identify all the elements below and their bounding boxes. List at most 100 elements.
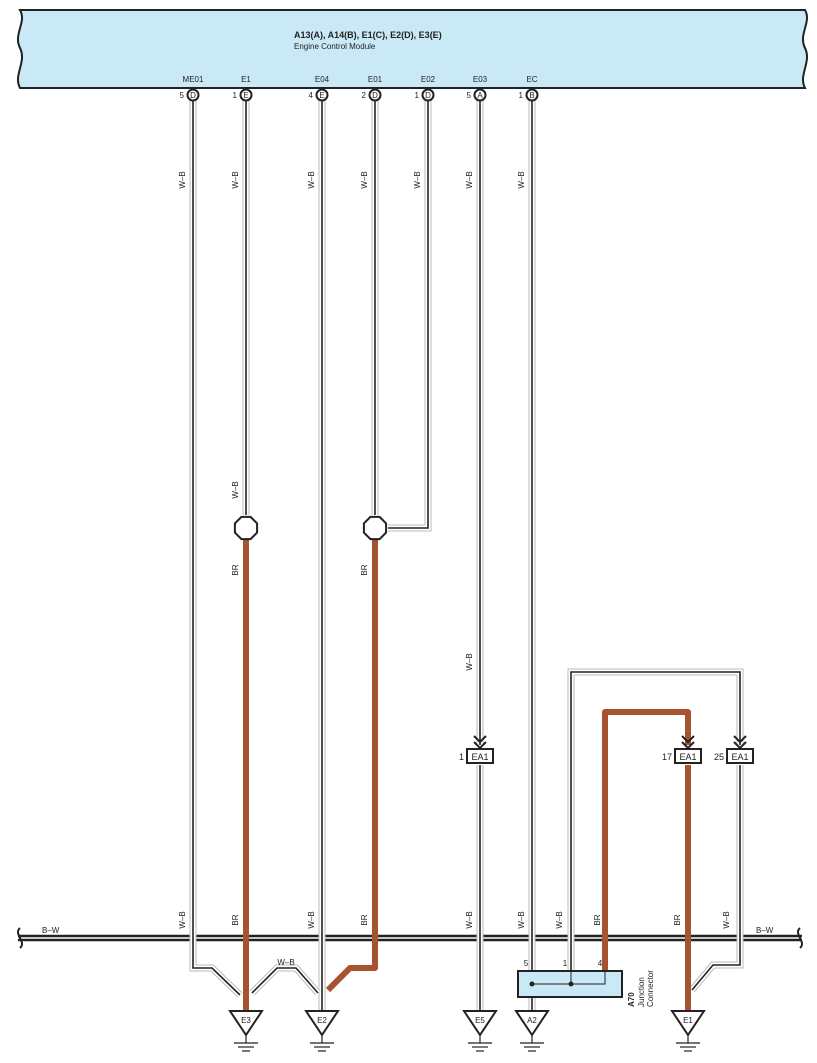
pin-number: 1	[233, 91, 238, 100]
pin-connector-circle	[525, 88, 539, 102]
pin-connector-letter: D	[190, 91, 196, 100]
pin-terminal-ec: EC	[526, 75, 537, 84]
wire-ea1-25-e1-outline	[689, 765, 744, 993]
wires	[18, 98, 802, 1010]
connector-ea1-box	[726, 748, 754, 764]
wire-br-a70-ea1-17	[602, 709, 691, 972]
bus-label-left: B–W	[42, 926, 60, 935]
pin-connector-letter: D	[372, 91, 378, 100]
splice-point	[362, 515, 388, 541]
ecm-box	[17, 9, 808, 89]
connector-arrow-icon	[681, 735, 695, 744]
wire-label-wb: W–B	[465, 171, 474, 188]
engine-control-module: A13(A), A14(B), E1(C), E2(D), E3(E) Engi…	[17, 9, 808, 89]
wire-label-br: BR	[593, 914, 602, 925]
wire-label-wb: W–B	[465, 911, 474, 928]
ground-point-e1	[670, 1010, 706, 1037]
wire-label-wb: W–B	[277, 958, 294, 967]
wire-label-wb: W–B	[178, 911, 187, 928]
wire-me01	[192, 98, 241, 996]
connector-ea1-pin: 17	[662, 752, 672, 762]
connector-arrow-icon	[473, 735, 487, 744]
pin-terminal-e04: E04	[315, 75, 330, 84]
wire-a70-ea1-25-outline	[567, 668, 744, 985]
junction-code: A70	[627, 992, 636, 1007]
pin-connector-letter: E	[243, 91, 248, 100]
wire-br-e01	[325, 540, 378, 993]
pin-number: 4	[309, 91, 314, 100]
wire-a70-ea1-25-white	[568, 669, 743, 985]
components: B–W B–WME01D5E1E1E04E4E01D2E02D1E03A5ECB1…	[17, 75, 803, 1052]
connector-ea1-box	[674, 748, 702, 764]
wire-ea1-25-e1	[691, 765, 741, 991]
connector-ea1-name: EA1	[471, 752, 488, 762]
junction-bus	[532, 972, 606, 985]
wire-label-wb: W–B	[413, 171, 422, 188]
ground-label: E5	[475, 1016, 485, 1025]
pin-connector-letter: D	[425, 91, 431, 100]
wire-label-wb: W–B	[307, 911, 316, 928]
wire-ea1-25-e1-white	[690, 765, 743, 992]
pin-connector-circle	[421, 88, 435, 102]
pin-connector-circle	[239, 88, 253, 102]
wire-label-br: BR	[231, 564, 240, 575]
pin-terminal-e01: E01	[368, 75, 383, 84]
connector-ea1-name: EA1	[679, 752, 696, 762]
ground-label: E2	[317, 1016, 327, 1025]
bus-break-left	[17, 927, 23, 949]
ground-point-e3	[228, 1010, 264, 1037]
connector-ea1-name: EA1	[731, 752, 748, 762]
pin-connector-letter: B	[529, 91, 534, 100]
wire-label-wb: W–B	[231, 171, 240, 188]
wire-e02-outline	[388, 98, 432, 532]
wire-label-br: BR	[360, 914, 369, 925]
wire-e3-e2	[251, 967, 319, 994]
splice-point	[233, 515, 259, 541]
junction-pin-number: 1	[563, 959, 568, 968]
pin-terminal-e1: E1	[241, 75, 251, 84]
wire-e02	[388, 98, 429, 529]
junction-name-line1: Junction	[637, 977, 646, 1007]
pin-number: 5	[467, 91, 472, 100]
pin-number: 2	[362, 91, 367, 100]
ground-label: E3	[241, 1016, 251, 1025]
wire-label-wb: W–B	[465, 653, 474, 670]
wire-e3-e2-white	[250, 965, 320, 995]
wire-label-wb: W–B	[722, 911, 731, 928]
wire-label-wb: W–B	[555, 911, 564, 928]
connector-ea1-box	[466, 748, 494, 764]
connector-ea1-pin: 1	[459, 752, 464, 762]
pin-connector-letter: A	[477, 91, 483, 100]
ecm-subtitle: Engine Control Module	[294, 42, 376, 51]
wire-e02-white	[388, 98, 431, 531]
pin-terminal-me01: ME01	[183, 75, 204, 84]
wire-label-wb: W–B	[517, 171, 526, 188]
pin-terminal-e02: E02	[421, 75, 436, 84]
wire-label-wb: W–B	[307, 171, 316, 188]
pin-connector-circle	[315, 88, 329, 102]
ground-point-e2	[304, 1010, 340, 1037]
pin-connector-circle	[368, 88, 382, 102]
ground-point-a2	[514, 1010, 550, 1037]
wire-a70-ea1-25	[570, 671, 741, 985]
junction-pin-number: 5	[524, 959, 529, 968]
pin-number: 5	[180, 91, 185, 100]
ecm-title: A13(A), A14(B), E1(C), E2(D), E3(E)	[294, 30, 442, 40]
wire-label-wb: W–B	[231, 481, 240, 498]
pin-connector-circle	[473, 88, 487, 102]
connector-ea1-pin: 25	[714, 752, 724, 762]
wire-label-wb: W–B	[178, 171, 187, 188]
wire-label-br: BR	[360, 564, 369, 575]
pin-connector-circle	[186, 88, 200, 102]
junction-pin-number: 4	[598, 959, 603, 968]
wire-me01-white	[190, 98, 242, 997]
junction-node	[568, 981, 574, 987]
ground-label: E1	[683, 1016, 693, 1025]
wire-label-wb: W–B	[360, 171, 369, 188]
wire-me01-outline	[189, 98, 243, 998]
pin-number: 1	[519, 91, 524, 100]
bus-break-right	[797, 927, 803, 949]
ground-point-e5	[462, 1010, 498, 1037]
junction-node	[529, 981, 535, 987]
